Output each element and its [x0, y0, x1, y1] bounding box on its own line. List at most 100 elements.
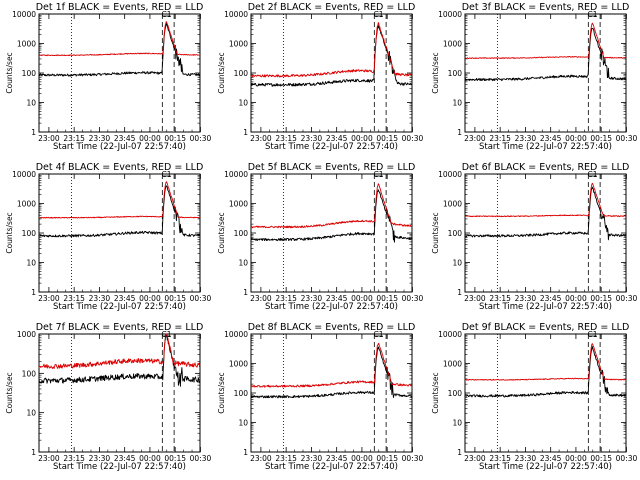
x-tick-label: 23:30: [89, 294, 111, 303]
y-tick-label: 10: [26, 259, 36, 268]
x-tick-label: 23:15: [489, 134, 511, 143]
detector-panel-3: Det 3f BLACK = Events, RED = LLD 1 10 100 10…: [431, 2, 637, 152]
panel-title: Det 1f BLACK = Events, RED = LLD: [36, 2, 204, 13]
x-tick-label: 00:30: [190, 294, 212, 303]
x-tick-label: 23:45: [540, 134, 562, 143]
y-tick-label: 1000: [443, 200, 462, 209]
y-tick-label: 1000: [443, 40, 462, 49]
x-tick-label: 23:30: [89, 134, 111, 143]
y-tick-label: 1: [457, 288, 462, 297]
y-tick-label: 10: [452, 99, 462, 108]
detector-panel-1: Det 1f BLACK = Events, RED = LLD 1 10 100 10…: [5, 2, 211, 152]
x-tick-label: 23:15: [275, 454, 297, 463]
y-tick-label: 100: [234, 69, 249, 78]
x-axis-label: Start Time (22-Jul-07 22:57:40): [53, 462, 186, 472]
x-tick-label: 00:30: [616, 294, 638, 303]
y-tick-label: 10000: [438, 330, 462, 339]
plot-frame: [38, 333, 201, 453]
y-tick-label: 10000: [224, 170, 248, 179]
flare-marker-label: C1: [161, 170, 171, 179]
y-axis-label: Counts/sec: [5, 372, 14, 413]
y-tick-label: 10000: [438, 10, 462, 19]
y-tick-label: 10000: [224, 10, 248, 19]
x-axis-label: Start Time (22-Jul-07 22:57:40): [265, 302, 398, 312]
events-series-line: [38, 23, 201, 77]
x-tick-label: 23:00: [38, 134, 60, 143]
panel-title: Det 9f BLACK = Events, RED = LLD: [462, 322, 630, 333]
y-tick-label: 1000: [17, 330, 36, 339]
x-axis-label: Start Time (22-Jul-07 22:57:40): [479, 462, 612, 472]
events-series-line: [38, 185, 201, 238]
y-tick-label: 10000: [12, 10, 36, 19]
x-tick-label: 00:15: [164, 294, 186, 303]
y-tick-label: 100: [234, 389, 249, 398]
flare-marker-label: C1: [587, 10, 597, 19]
y-tick-label: 100: [448, 69, 463, 78]
x-tick-label: 00:15: [164, 134, 186, 143]
x-tick-label: 23:30: [515, 454, 537, 463]
panel-title: Det 2f BLACK = Events, RED = LLD: [248, 2, 416, 13]
x-tick-label: 00:15: [590, 294, 612, 303]
x-tick-label: 23:30: [301, 454, 323, 463]
y-tick-label: 10000: [438, 170, 462, 179]
x-tick-label: 23:15: [275, 294, 297, 303]
x-tick-label: 00:00: [139, 454, 161, 463]
y-tick-label: 1000: [17, 200, 36, 209]
lld-series-line: [250, 22, 413, 78]
y-axis-label: Counts/sec: [431, 212, 440, 253]
x-tick-label: 23:00: [38, 294, 60, 303]
x-tick-label: 00:15: [590, 454, 612, 463]
x-tick-label: 23:00: [38, 454, 60, 463]
y-tick-label: 100: [448, 229, 463, 238]
x-axis-label: Start Time (22-Jul-07 22:57:40): [53, 302, 186, 312]
x-tick-label: 23:45: [326, 134, 348, 143]
x-tick-label: 23:30: [301, 134, 323, 143]
events-series-line: [250, 346, 413, 399]
flare-marker-label: C1: [587, 330, 597, 339]
detector-panel-8: Det 8f BLACK = Events, RED = LLD 1 10 100 10…: [217, 322, 423, 472]
y-tick-label: 10: [238, 99, 248, 108]
y-tick-label: 1000: [229, 40, 248, 49]
x-tick-label: 00:00: [565, 134, 587, 143]
detector-panel-5: Det 5f BLACK = Events, RED = LLD 1 10 100 10…: [217, 162, 423, 312]
flare-marker-label: C1: [587, 170, 597, 179]
y-tick-label: 100: [234, 229, 249, 238]
x-tick-label: 23:30: [515, 134, 537, 143]
lld-series-line: [464, 22, 627, 59]
y-tick-label: 1: [243, 128, 248, 137]
x-tick-label: 23:15: [63, 454, 85, 463]
panel-title: Det 5f BLACK = Events, RED = LLD: [248, 162, 416, 173]
y-axis-label: Counts/sec: [5, 52, 14, 93]
y-tick-label: 10: [452, 419, 462, 428]
lld-series-line: [38, 333, 201, 370]
x-tick-label: 00:30: [402, 454, 424, 463]
plot-frame: [250, 333, 413, 453]
x-tick-label: 23:15: [275, 134, 297, 143]
flare-marker-label: C1: [161, 10, 171, 19]
x-tick-label: 00:00: [351, 294, 373, 303]
x-tick-label: 23:00: [250, 454, 272, 463]
x-tick-label: 00:30: [190, 134, 212, 143]
x-axis-label: Start Time (22-Jul-07 22:57:40): [479, 142, 612, 152]
x-axis-label: Start Time (22-Jul-07 22:57:40): [265, 142, 398, 152]
x-tick-label: 23:30: [515, 294, 537, 303]
y-tick-label: 1000: [229, 200, 248, 209]
y-tick-label: 1: [31, 128, 36, 137]
y-tick-label: 1: [243, 288, 248, 297]
y-tick-label: 10000: [12, 170, 36, 179]
flare-marker-label: C1: [161, 330, 171, 339]
y-tick-label: 1: [457, 448, 462, 457]
x-tick-label: 23:45: [114, 134, 136, 143]
detector-panel-2: Det 2f BLACK = Events, RED = LLD 1 10 100 10…: [217, 2, 423, 152]
y-axis-label: Counts/sec: [217, 52, 226, 93]
events-series-line: [464, 346, 627, 398]
lld-series-line: [465, 182, 626, 218]
x-tick-label: 00:00: [139, 134, 161, 143]
y-tick-label: 1: [31, 448, 36, 457]
x-tick-label: 23:00: [464, 134, 486, 143]
x-tick-label: 00:00: [565, 294, 587, 303]
x-axis-label: Start Time (22-Jul-07 22:57:40): [479, 302, 612, 312]
panel-title: Det 8f BLACK = Events, RED = LLD: [248, 322, 416, 333]
y-axis-label: Counts/sec: [5, 212, 14, 253]
